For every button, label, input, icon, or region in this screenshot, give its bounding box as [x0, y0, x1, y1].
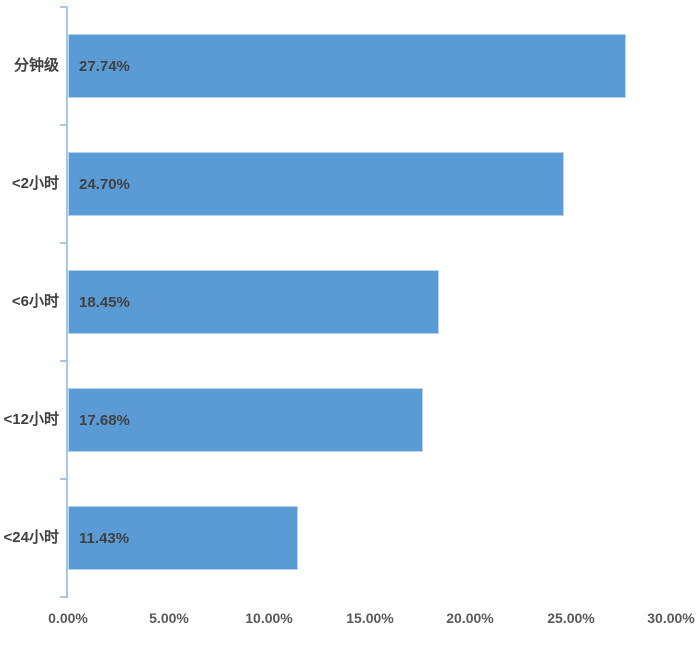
category-label: <24小时	[3, 529, 59, 546]
bar: 18.45%	[68, 270, 439, 334]
x-axis-tick-label: 10.00%	[245, 610, 293, 626]
data-label: 17.68%	[79, 411, 130, 429]
data-label: 18.45%	[79, 293, 130, 311]
x-axis-tick-label: 15.00%	[346, 610, 394, 626]
y-axis-tick	[60, 124, 68, 126]
bar: 27.74%	[68, 34, 626, 98]
x-axis-tick-label: 0.00%	[48, 610, 88, 626]
y-axis-tick	[60, 596, 68, 598]
data-label: 27.74%	[79, 57, 130, 75]
x-axis-tick-label: 20.00%	[446, 610, 494, 626]
category-label: <6小时	[11, 293, 59, 310]
x-axis-tick-label: 5.00%	[149, 610, 189, 626]
bar: 24.70%	[68, 152, 564, 216]
data-label: 24.70%	[79, 175, 130, 193]
bar: 17.68%	[68, 388, 423, 452]
y-axis-line	[66, 7, 68, 598]
y-axis-tick	[60, 6, 68, 8]
category-label: <12小时	[3, 411, 59, 428]
y-axis-tick	[60, 360, 68, 362]
bar: 11.43%	[68, 506, 298, 570]
x-axis-tick-label: 25.00%	[547, 610, 595, 626]
y-axis-tick	[60, 242, 68, 244]
data-label: 11.43%	[79, 529, 130, 547]
y-axis-tick	[60, 478, 68, 480]
x-axis-tick-label: 30.00%	[647, 610, 695, 626]
category-label: <2小时	[11, 175, 59, 192]
category-label: 分钟级	[13, 57, 59, 74]
